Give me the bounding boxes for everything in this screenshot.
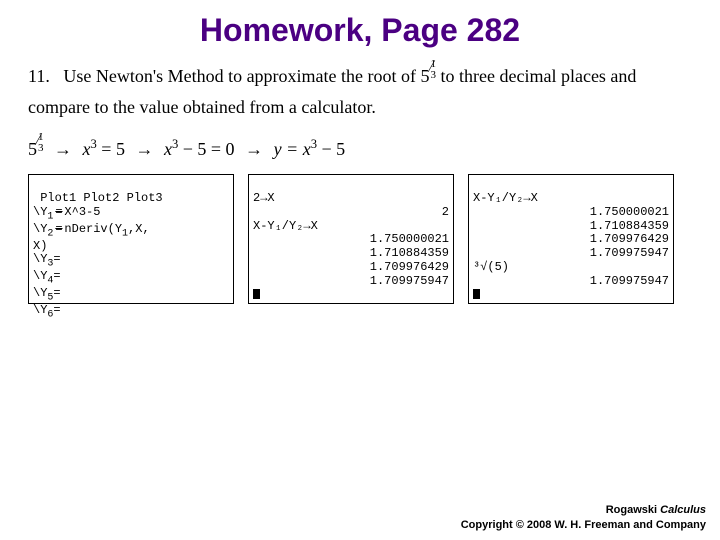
var-x2: x	[164, 139, 172, 159]
s3r1: 1.750000021	[473, 206, 669, 220]
s1l1c: X^3-5	[64, 205, 100, 219]
s2l1: 2→X	[253, 191, 275, 205]
s2l2: X-Y₁/Y₂→X	[253, 219, 318, 233]
s3r4: 1.709975947	[473, 247, 669, 261]
page-title: Homework, Page 282	[0, 0, 720, 59]
s3r2: 1.710884359	[473, 220, 669, 234]
s2r2: 1.750000021	[253, 233, 449, 247]
s3r3: 1.709976429	[473, 233, 669, 247]
arrow-icon: →	[135, 139, 153, 159]
s2r5: 1.709975947	[253, 275, 449, 289]
s1l3: X)	[33, 239, 47, 253]
calc-screen-1: Plot1 Plot2 Plot3 \Y1=X^3-5 \Y2=nDeriv(Y…	[28, 174, 234, 304]
s3l1: X-Y₁/Y₂→X	[473, 191, 538, 205]
problem-number: 11.	[28, 66, 50, 86]
footer-copyright: Copyright © 2008 W. H. Freeman and Compa…	[461, 518, 706, 532]
expr-exponent: ∕13	[431, 59, 437, 81]
s2r4: 1.709976429	[253, 261, 449, 275]
s1l5a: \Y	[33, 269, 47, 283]
s1l2e: ,X,	[128, 222, 150, 236]
footer-title: Calculus	[660, 504, 706, 516]
s1l2a: \Y	[33, 222, 47, 236]
var-x1: x	[83, 139, 91, 159]
calc-screen-3: X-Y₁/Y₂→X 1.7500000211.7108843591.709976…	[468, 174, 674, 304]
footer-book: Rogawski Calculus	[461, 503, 706, 517]
calc-screen-2: 2→X 2X-Y₁/Y₂→X 1.7500000211.7108843591.7…	[248, 174, 454, 304]
s1l1a: \Y	[33, 205, 47, 219]
cursor-icon	[253, 289, 260, 299]
s1l6a: \Y	[33, 286, 47, 300]
s1l7c: =	[53, 303, 60, 317]
arrow-icon: →	[245, 139, 263, 159]
s2r1: 2	[253, 206, 449, 220]
derivation-line: 5∕13 → x3 = 5 → x3 − 5 = 0 → y = x3 − 5	[0, 128, 720, 174]
expr-base: 5	[421, 66, 430, 86]
cursor-icon	[473, 289, 480, 299]
footer-author: Rogawski	[606, 504, 660, 516]
s3r5: 1.709975947	[473, 275, 669, 289]
d-base: 5	[28, 139, 37, 159]
d-exp: ∕13	[38, 132, 44, 154]
s1-header: Plot1 Plot2 Plot3	[33, 191, 163, 205]
eq1: = 5	[97, 139, 130, 159]
s1l5c: =	[53, 269, 60, 283]
eq3: − 5	[317, 139, 345, 159]
s2r3: 1.710884359	[253, 247, 449, 261]
s1l2c: nDeriv(Y	[64, 222, 122, 236]
s1l7a: \Y	[33, 303, 47, 317]
s1l6c: =	[53, 286, 60, 300]
problem-lead: Use Newton's Method to approximate the r…	[63, 66, 416, 86]
problem-statement: 11. Use Newton's Method to approximate t…	[0, 59, 720, 128]
calculator-screens: Plot1 Plot2 Plot3 \Y1=X^3-5 \Y2=nDeriv(Y…	[0, 174, 720, 304]
var-yx: y = x	[274, 139, 311, 159]
eq2: − 5 = 0	[178, 139, 239, 159]
arrow-icon: →	[54, 139, 72, 159]
s1l4c: =	[53, 252, 60, 266]
s1l4a: \Y	[33, 252, 47, 266]
footer: Rogawski Calculus Copyright © 2008 W. H.…	[461, 503, 706, 532]
s3l2: ³√(5)	[473, 260, 509, 274]
